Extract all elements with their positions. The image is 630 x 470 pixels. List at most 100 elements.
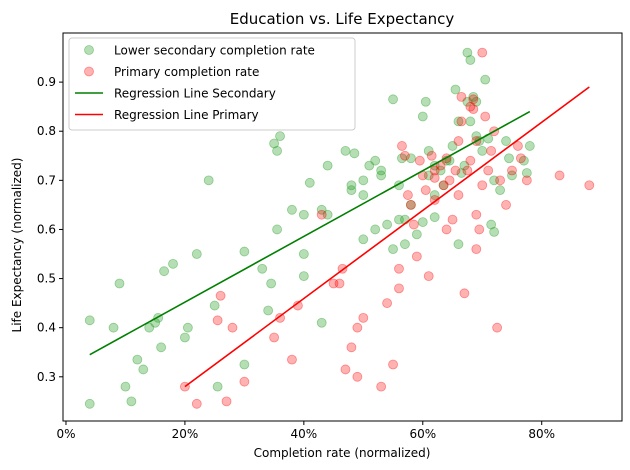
data-point-series-1-39 — [438, 180, 449, 191]
data-point-series-0-79 — [468, 91, 479, 102]
data-point-series-1-9 — [287, 354, 297, 365]
data-point-series-1-65 — [516, 153, 526, 164]
data-point-series-0-5 — [126, 396, 137, 407]
data-point-series-1-47 — [459, 288, 470, 299]
legend-label-1: Primary completion rate — [114, 65, 259, 79]
data-point-series-0-6 — [132, 354, 143, 365]
data-point-series-0-93 — [518, 155, 529, 166]
data-point-series-1-62 — [501, 199, 511, 210]
data-point-series-0-81 — [471, 96, 482, 107]
data-point-series-1-34 — [423, 271, 434, 282]
data-point-series-0-88 — [489, 175, 500, 186]
data-point-series-1-22 — [388, 359, 398, 370]
data-point-series-0-41 — [358, 234, 369, 245]
y-tick-label-1: 0.4 — [37, 321, 56, 335]
data-point-series-1-20 — [376, 381, 387, 392]
data-point-series-0-99 — [322, 209, 333, 220]
data-point-series-0-3 — [114, 278, 125, 289]
data-point-series-0-89 — [495, 185, 505, 196]
data-point-series-1-26 — [400, 150, 410, 161]
data-point-series-0-94 — [521, 168, 532, 178]
data-point-series-0-65 — [435, 165, 446, 176]
y-tick-label-3: 0.6 — [37, 222, 56, 236]
data-point-series-0-55 — [400, 239, 410, 250]
data-point-series-0-17 — [203, 175, 214, 186]
data-point-series-0-40 — [349, 148, 360, 159]
data-point-series-0-56 — [405, 153, 416, 164]
legend-marker-0 — [84, 45, 94, 55]
plot-area — [84, 47, 595, 409]
data-point-series-1-7 — [269, 332, 280, 343]
data-point-series-0-49 — [388, 94, 398, 105]
data-point-series-0-69 — [447, 141, 458, 151]
data-point-series-0-73 — [456, 168, 467, 178]
data-point-series-0-11 — [156, 342, 167, 353]
data-point-series-1-24 — [394, 283, 404, 294]
data-point-series-0-48 — [382, 219, 393, 230]
data-point-series-1-6 — [239, 376, 250, 387]
data-point-series-1-21 — [382, 298, 393, 309]
data-point-series-1-36 — [429, 172, 440, 183]
data-point-series-1-37 — [429, 195, 440, 205]
data-point-series-0-8 — [144, 322, 155, 333]
data-point-series-1-58 — [486, 145, 497, 156]
data-point-series-0-25 — [269, 138, 280, 149]
legend-label-3: Regression Line Primary — [114, 108, 259, 122]
data-point-series-0-84 — [480, 74, 491, 85]
data-point-series-0-20 — [239, 359, 250, 370]
data-point-series-0-2 — [108, 322, 119, 333]
data-point-series-0-60 — [420, 96, 431, 107]
data-point-series-1-44 — [453, 190, 464, 200]
data-point-series-1-57 — [483, 165, 494, 176]
legend-label-2: Regression Line Secondary — [114, 87, 276, 101]
data-point-series-0-76 — [462, 96, 473, 107]
data-point-series-1-3 — [215, 290, 226, 301]
data-point-series-1-8 — [275, 312, 285, 323]
data-point-series-1-15 — [340, 364, 351, 375]
data-point-series-1-64 — [513, 141, 523, 151]
data-point-series-0-27 — [272, 224, 282, 235]
data-point-series-0-32 — [298, 209, 309, 220]
data-point-series-1-11 — [316, 209, 327, 220]
data-point-series-1-74 — [429, 165, 440, 176]
data-point-series-0-57 — [411, 229, 422, 240]
data-point-series-0-74 — [459, 160, 470, 171]
data-point-series-1-25 — [397, 141, 407, 151]
regression-line-3 — [184, 86, 590, 388]
data-point-series-1-1 — [191, 398, 202, 409]
data-point-series-1-50 — [468, 104, 479, 115]
data-point-series-1-71 — [468, 94, 479, 105]
data-point-series-1-17 — [352, 322, 363, 333]
data-point-series-0-16 — [191, 249, 202, 259]
data-point-series-0-96 — [429, 212, 440, 223]
data-point-series-0-53 — [397, 153, 407, 164]
data-point-series-0-34 — [316, 317, 327, 328]
y-tick-label-5: 0.8 — [37, 124, 56, 138]
data-point-series-1-41 — [444, 175, 455, 186]
data-point-series-1-30 — [411, 251, 422, 262]
data-point-series-0-14 — [180, 332, 190, 343]
data-point-series-1-68 — [584, 180, 595, 191]
data-point-series-0-4 — [120, 381, 131, 392]
data-point-series-1-72 — [471, 244, 482, 255]
regression-line-2 — [89, 110, 531, 356]
data-point-series-1-60 — [492, 322, 503, 333]
data-point-series-0-23 — [263, 305, 274, 316]
x-tick-label-4: 80% — [528, 427, 555, 441]
data-point-series-1-56 — [480, 111, 491, 122]
data-point-series-1-66 — [521, 175, 532, 186]
data-point-series-0-15 — [182, 322, 193, 333]
data-point-series-1-31 — [414, 155, 425, 166]
x-tick-label-0: 0% — [56, 427, 75, 441]
data-point-series-0-61 — [423, 170, 434, 181]
data-point-series-0-22 — [257, 263, 268, 274]
data-point-series-0-31 — [298, 249, 309, 259]
data-point-series-1-12 — [328, 278, 339, 289]
data-point-series-0-0 — [84, 398, 95, 409]
data-point-series-1-69 — [456, 116, 467, 127]
data-point-series-1-48 — [462, 165, 473, 176]
data-point-series-1-33 — [420, 185, 431, 196]
legend-label-0: Lower secondary completion rate — [114, 44, 315, 58]
data-point-series-1-54 — [477, 47, 488, 58]
data-point-series-1-4 — [221, 396, 232, 407]
